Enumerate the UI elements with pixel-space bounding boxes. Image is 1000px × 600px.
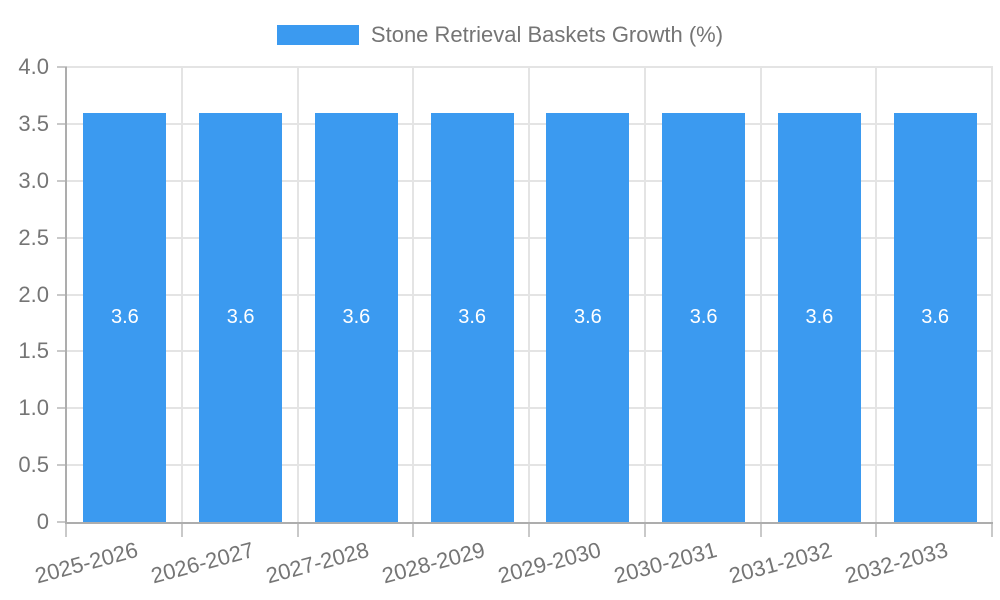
bar[interactable]: 3.6 <box>777 112 861 522</box>
bar-value-label: 3.6 <box>226 306 255 329</box>
y-tick-label: 0 <box>36 509 49 534</box>
x-axis-tick <box>528 524 530 537</box>
bar-value-label: 3.6 <box>573 306 602 329</box>
y-axis-tick <box>57 464 67 467</box>
y-tick-label: 4.0 <box>18 54 49 79</box>
gridline-vertical <box>296 67 299 522</box>
gridline-vertical <box>180 67 183 522</box>
y-axis-tick <box>57 521 67 523</box>
y-tick-label: 1.0 <box>18 395 49 421</box>
x-axis-tick <box>991 524 993 537</box>
x-axis-tick <box>65 524 67 537</box>
bar[interactable]: 3.6 <box>893 112 977 522</box>
y-axis-tick <box>57 407 67 410</box>
gridline-vertical <box>991 67 993 522</box>
gridline-horizontal <box>67 66 993 68</box>
bar-value-label: 3.6 <box>110 306 139 329</box>
bar-value-label: 3.6 <box>689 306 718 329</box>
bar[interactable]: 3.6 <box>546 112 630 522</box>
bar[interactable]: 3.6 <box>199 112 283 522</box>
bar-value-label: 3.6 <box>342 306 371 329</box>
y-tick-label: 3.0 <box>18 167 49 193</box>
y-axis-line <box>65 67 67 524</box>
gridline-vertical <box>528 67 530 522</box>
bar-value-label: 3.6 <box>805 306 834 329</box>
bar-value-label: 3.6 <box>458 306 487 329</box>
x-axis-tick <box>875 524 878 537</box>
x-axis-tick <box>180 524 183 537</box>
y-axis-tick <box>57 122 67 125</box>
x-axis-tick <box>759 524 762 537</box>
x-axis-tick <box>643 524 646 537</box>
y-axis-tick <box>57 236 67 239</box>
legend-item[interactable]: Stone Retrieval Baskets Growth (%) <box>0 21 1000 49</box>
y-axis-tick <box>57 179 67 182</box>
y-tick-label: 0.5 <box>18 452 49 478</box>
bar-value-label: 3.6 <box>921 306 950 329</box>
legend-swatch <box>276 25 359 45</box>
x-tick-label: 2032-2033 <box>842 537 951 589</box>
x-axis-tick <box>412 524 415 537</box>
y-axis-tick <box>57 293 67 296</box>
y-axis-tick <box>57 66 67 68</box>
y-tick-label: 2.5 <box>18 224 49 250</box>
x-axis-line <box>65 522 993 524</box>
bar[interactable]: 3.6 <box>314 112 398 522</box>
x-axis-tick <box>296 524 299 537</box>
gridline-vertical <box>759 67 762 522</box>
gridline-vertical <box>875 67 878 522</box>
y-tick-label: 1.5 <box>18 338 49 364</box>
y-tick-label: 2.0 <box>18 281 49 307</box>
y-tick-label: 3.5 <box>18 110 49 136</box>
y-axis-tick <box>57 350 67 353</box>
bar[interactable]: 3.6 <box>662 112 746 522</box>
bar[interactable]: 3.6 <box>83 112 167 522</box>
bar[interactable]: 3.6 <box>430 112 514 522</box>
gridline-vertical <box>412 67 415 522</box>
legend-label: Stone Retrieval Baskets Growth (%) <box>370 22 724 47</box>
gridline-vertical <box>643 67 646 522</box>
